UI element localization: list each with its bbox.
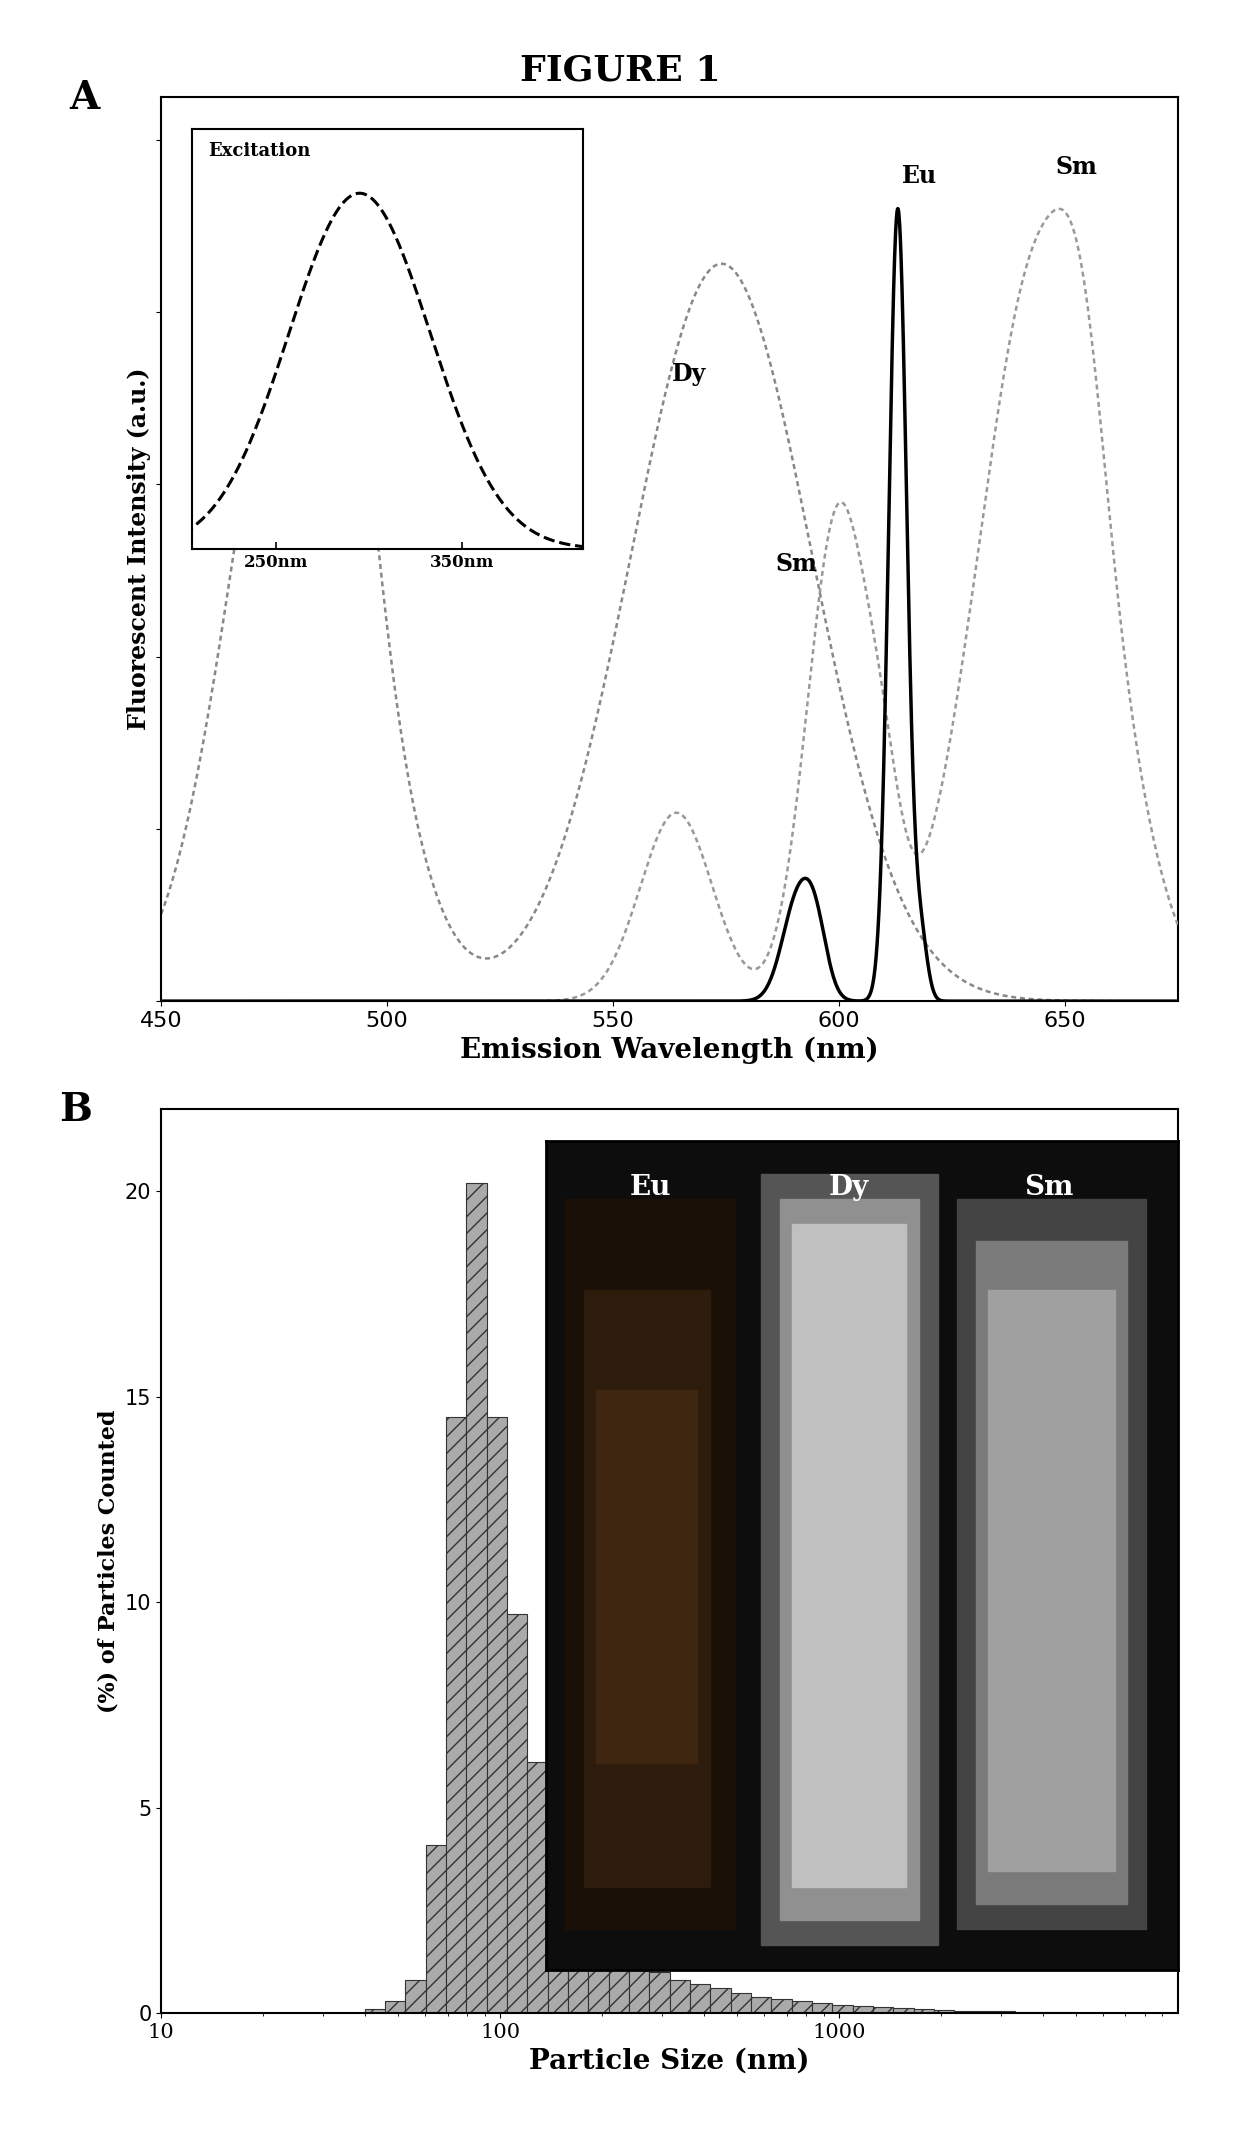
Bar [548, 1877, 568, 2013]
Bar [853, 2007, 873, 2013]
Bar [564, 1199, 735, 1929]
Bar [689, 1985, 711, 2013]
X-axis label: Emission Wavelength (nm): Emission Wavelength (nm) [460, 1036, 879, 1064]
Bar [650, 1972, 670, 2013]
Text: A: A [69, 80, 100, 116]
Bar [914, 2009, 934, 2013]
Bar [568, 1910, 588, 2013]
Bar [760, 1173, 937, 1944]
Bar [596, 1391, 697, 1763]
Bar [955, 2011, 975, 2013]
Bar [791, 2000, 812, 2013]
X-axis label: Particle Size (nm): Particle Size (nm) [529, 2048, 810, 2073]
Bar [446, 1417, 466, 2013]
Bar [873, 2007, 893, 2013]
Text: B: B [60, 1092, 93, 1128]
Bar [588, 1931, 609, 2013]
Bar [832, 2004, 853, 2013]
Bar [584, 1290, 711, 1886]
Bar [405, 1981, 425, 2013]
Bar [365, 2009, 384, 2013]
Text: Excitation: Excitation [208, 142, 310, 159]
Bar [792, 1223, 906, 1886]
Text: Dy: Dy [672, 362, 706, 385]
Bar [957, 1199, 1147, 1929]
Bar [425, 1845, 446, 2013]
Text: Sm: Sm [1024, 1173, 1073, 1201]
Bar [780, 1199, 919, 1920]
Bar [976, 1240, 1127, 1903]
Text: Eu: Eu [903, 164, 937, 187]
Text: FIGURE 1: FIGURE 1 [520, 54, 720, 88]
Bar [730, 1992, 751, 2013]
Bar [751, 1996, 771, 2013]
Bar [384, 2000, 405, 2013]
Text: Sm: Sm [1056, 155, 1097, 179]
Bar [609, 1946, 629, 2013]
Bar [466, 1182, 486, 2013]
Bar [988, 1290, 1115, 1871]
Bar [507, 1615, 527, 2013]
Bar [711, 1989, 730, 2013]
Bar [934, 2009, 955, 2013]
Bar [812, 2002, 832, 2013]
Bar [486, 1417, 507, 2013]
Bar [893, 2009, 914, 2013]
Bar [670, 1981, 689, 2013]
Text: Dy: Dy [830, 1173, 869, 1201]
Y-axis label: Fluorescent Intensity (a.u.): Fluorescent Intensity (a.u.) [126, 368, 151, 730]
Y-axis label: (%) of Particles Counted: (%) of Particles Counted [98, 1410, 119, 1712]
Text: Sm: Sm [776, 551, 817, 575]
Text: Eu: Eu [629, 1173, 671, 1201]
Bar [527, 1763, 548, 2013]
Bar [629, 1959, 650, 2013]
Bar [771, 1998, 791, 2013]
Text: Dy: Dy [262, 362, 296, 385]
